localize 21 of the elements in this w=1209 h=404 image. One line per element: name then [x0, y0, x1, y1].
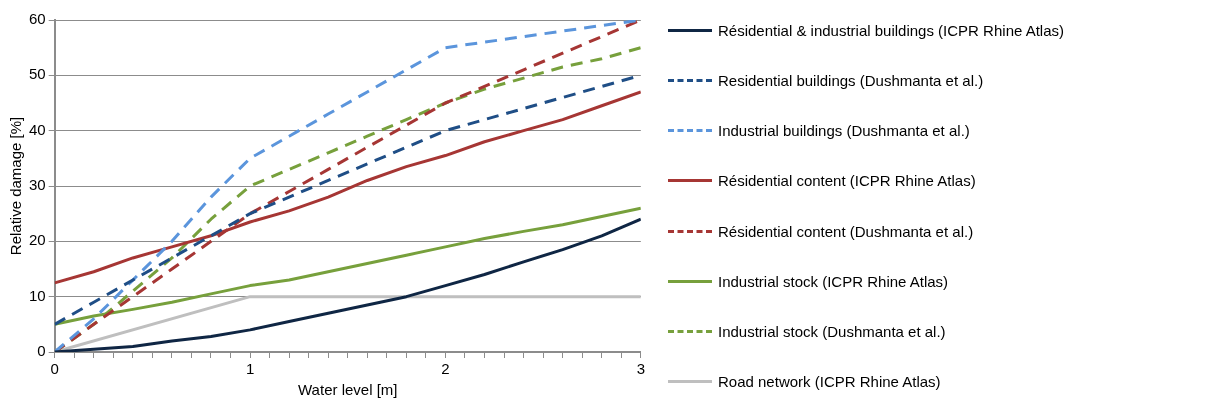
legend-label: Industrial stock (Dushmanta et al.)	[718, 322, 946, 340]
x-axis-title: Water level [m]	[298, 381, 398, 399]
y-tick-label: 10	[29, 286, 46, 304]
legend-label: Résidential & industrial buildings (ICPR Rhine Atlas)	[718, 22, 1064, 39]
legend-label: Residential buildings (Dushmanta et al.)	[718, 72, 984, 90]
legend-label: Résidential content (ICPR Rhine Atlas)	[718, 172, 976, 190]
legend-label: Résidential content (Dushmanta et al.)	[718, 222, 974, 240]
y-tick-label: 20	[29, 231, 46, 249]
y-tick-label: 30	[29, 176, 46, 194]
x-tick-label: 3	[636, 360, 645, 378]
y-tick-label: 50	[29, 65, 46, 83]
y-axis-title: Relative damage [%]	[7, 116, 25, 256]
x-tick-label: 0	[50, 360, 59, 378]
x-tick-label: 2	[441, 360, 450, 378]
y-tick-label: 60	[29, 10, 46, 28]
legend-label: Road network (ICPR Rhine Atlas)	[718, 372, 941, 390]
legend-label: Industrial buildings (Dushmanta et al.)	[718, 122, 970, 140]
y-tick-label: 0	[37, 342, 46, 360]
y-tick-label: 40	[29, 120, 46, 138]
legend-label: Industrial stock (ICPR Rhine Atlas)	[718, 272, 949, 290]
x-tick-label: 1	[245, 360, 255, 378]
